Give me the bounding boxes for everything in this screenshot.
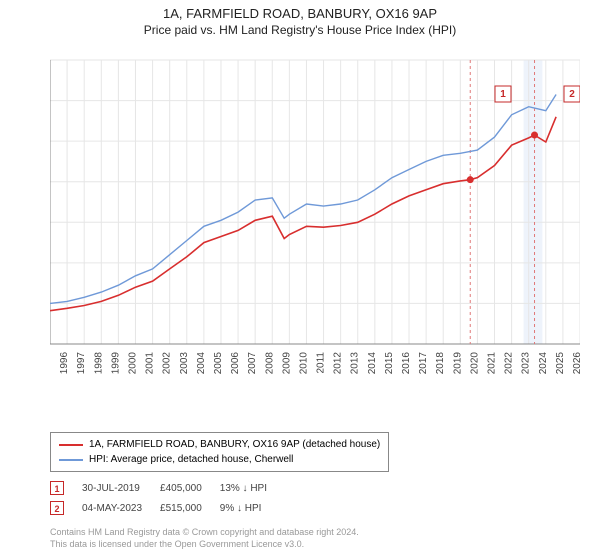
x-tick-label: 1996 [59,352,70,375]
x-tick-label: 2021 [487,352,498,375]
title-block: 1A, FARMFIELD ROAD, BANBURY, OX16 9AP Pr… [0,0,600,37]
event-row: 2 04-MAY-2023£515,0009% ↓ HPI [50,498,285,518]
x-tick-label: 1999 [110,352,121,375]
x-tick-label: 2026 [572,352,580,375]
event-badge-icon: 2 [50,501,64,515]
event-badge-cell: 2 [50,498,82,518]
x-tick-label: 2010 [298,352,309,375]
x-tick-label: 2004 [196,352,207,375]
event-date: 04-MAY-2023 [82,498,160,518]
event-badge-cell: 1 [50,478,82,498]
x-tick-label: 2023 [521,352,532,375]
event-marker [531,132,538,139]
line-chart: £0£100K£200K£300K£400K£500K£600K£700K199… [50,50,580,390]
x-tick-label: 2005 [213,352,224,375]
x-tick-label: 2012 [333,352,344,375]
x-tick-label: 2025 [555,352,566,375]
svg-text:2: 2 [569,89,575,100]
legend-label: 1A, FARMFIELD ROAD, BANBURY, OX16 9AP (d… [89,437,380,452]
event-badge: 1 [495,86,511,102]
x-tick-label: 2016 [401,352,412,375]
x-tick-label: 2017 [418,352,429,375]
x-tick-label: 2003 [179,352,190,375]
x-tick-label: 2015 [384,352,395,375]
legend: 1A, FARMFIELD ROAD, BANBURY, OX16 9AP (d… [50,432,389,472]
x-tick-label: 2024 [538,352,549,375]
event-badge-icon: 1 [50,481,64,495]
legend-label: HPI: Average price, detached house, Cher… [89,452,293,467]
event-marker [467,176,474,183]
chart-subtitle: Price paid vs. HM Land Registry's House … [0,23,600,37]
x-tick-label: 2002 [162,352,173,375]
x-tick-label: 2001 [145,352,156,375]
footnote-line: This data is licensed under the Open Gov… [50,538,359,550]
x-tick-label: 2013 [350,352,361,375]
event-price: £405,000 [160,478,220,498]
event-row: 1 30-JUL-2019£405,00013% ↓ HPI [50,478,285,498]
x-tick-label: 2011 [316,352,327,374]
legend-item: HPI: Average price, detached house, Cher… [59,452,380,467]
events-table: 1 30-JUL-2019£405,00013% ↓ HPI 2 04-MAY-202… [50,478,285,518]
footnote: Contains HM Land Registry data © Crown c… [50,526,359,550]
event-date: 30-JUL-2019 [82,478,160,498]
event-delta: 9% ↓ HPI [220,498,285,518]
x-tick-label: 2007 [247,352,258,375]
series-hpi [50,95,556,304]
legend-item: 1A, FARMFIELD ROAD, BANBURY, OX16 9AP (d… [59,437,380,452]
event-delta: 13% ↓ HPI [220,478,285,498]
event-badge: 2 [564,86,580,102]
chart-title: 1A, FARMFIELD ROAD, BANBURY, OX16 9AP [0,6,600,21]
legend-swatch [59,459,83,461]
x-tick-label: 2018 [435,352,446,375]
chart-container: 1A, FARMFIELD ROAD, BANBURY, OX16 9AP Pr… [0,0,600,560]
event-price: £515,000 [160,498,220,518]
svg-text:1: 1 [500,89,506,100]
x-tick-label: 2022 [504,352,515,375]
x-tick-label: 2009 [281,352,292,375]
x-tick-label: 1995 [50,352,53,375]
x-tick-label: 2008 [264,352,275,375]
x-tick-label: 1998 [93,352,104,375]
x-tick-label: 2019 [452,352,463,375]
legend-swatch [59,444,83,446]
x-tick-label: 2020 [469,352,480,375]
x-tick-label: 2006 [230,352,241,375]
footnote-line: Contains HM Land Registry data © Crown c… [50,526,359,538]
x-tick-label: 2014 [367,352,378,375]
x-tick-label: 1997 [76,352,87,375]
chart-band [524,60,543,344]
x-tick-label: 2000 [127,352,138,375]
